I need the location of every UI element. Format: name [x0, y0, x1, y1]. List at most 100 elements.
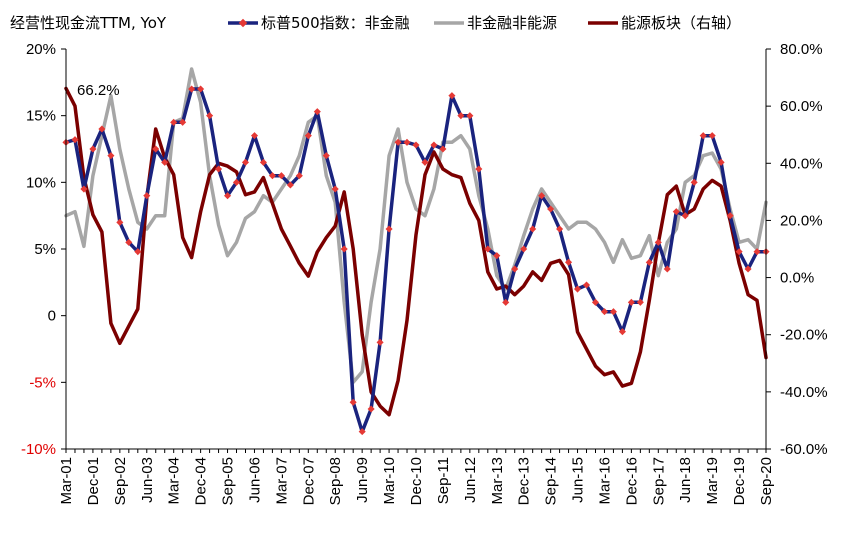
x-tick-label: Mar-07 [273, 457, 290, 505]
left-tick-label: -10% [21, 441, 56, 458]
left-tick-label: 15% [26, 108, 56, 125]
legend-label-nonfinancial-nonenergy: 非金融非能源 [467, 14, 557, 32]
right-tick-label: 60.0% [780, 98, 823, 115]
x-tick-label: Dec-13 [516, 457, 533, 505]
x-tick-label: Mar-13 [489, 457, 506, 505]
x-tick-label: Dec-07 [300, 457, 317, 505]
series-nonfinancial-point [143, 192, 151, 200]
series-nonfinancial-point [224, 192, 232, 200]
series-nonfinancial-point [466, 112, 474, 120]
x-tick-label: Sep-20 [758, 457, 775, 505]
series-nonfinancial-point [134, 248, 142, 256]
series-nonfinancial-point [744, 265, 752, 273]
x-tick-label: Jun-06 [246, 457, 263, 503]
series-nonfinancial-point [331, 185, 339, 193]
left-tick-label: 20% [26, 41, 56, 58]
left-tick-label: 0 [48, 308, 56, 325]
series-nonfinancial-point [421, 158, 429, 166]
legend-label-energy: 能源板块（右轴） [621, 14, 741, 32]
x-tick-label: Sep-11 [435, 457, 452, 504]
right-tick-label: 0.0% [780, 270, 814, 287]
right-tick-label: 40.0% [780, 155, 823, 172]
series-nonfinancial-point [663, 265, 671, 273]
x-tick-label: Mar-19 [704, 457, 721, 505]
series-nonfinancial-point [538, 192, 546, 200]
right-tick-label: -60.0% [780, 441, 828, 458]
x-tick-label: Dec-04 [193, 457, 210, 505]
series-nonfinancial-point [717, 158, 725, 166]
series-layer [62, 67, 770, 436]
series-nonfinancial-point [735, 248, 743, 256]
axes: -10% -5% 0 5% 10% 15% 20% -60.0% -40.0% -20.0% 0.0… [21, 41, 828, 505]
right-tick-label: -40.0% [780, 384, 828, 401]
x-tick-label: Jun-15 [570, 457, 587, 503]
series-nonfinancial-point [502, 298, 510, 306]
x-tick-label: Jun-12 [462, 457, 479, 503]
legend-label-nonfinancial: 标普500指数：非金融 [261, 14, 410, 32]
left-tick-label: 5% [34, 241, 56, 258]
left-tick-label: -5% [29, 374, 56, 391]
series-nonfinancial-point [107, 152, 115, 160]
series-nonfinancial-point [493, 252, 501, 260]
series-nonfinancial-point [188, 85, 196, 93]
series-nonfinancial-point [618, 328, 626, 336]
series-nonfinancial-point [573, 285, 582, 293]
right-tick-label: 20.0% [780, 212, 823, 229]
series-nonfinancial-point [116, 218, 124, 226]
series-nonfinancial-point [457, 112, 465, 120]
series-nonfinancial-point [654, 238, 662, 246]
series-nonfinancial-point [699, 132, 707, 140]
series-nonfinancial-point [304, 132, 312, 140]
series-nonfinancial-point [520, 245, 528, 253]
x-tick-label: Sep-02 [112, 457, 129, 505]
series-nonfinancial-point [636, 298, 644, 306]
legend: 标普500指数：非金融 非金融非能源 能源板块（右轴） [228, 14, 741, 32]
peak-annotation: 66.2% [77, 82, 120, 99]
series-nonfinancial-point [412, 141, 420, 149]
x-tick-label: Sep-08 [327, 457, 344, 505]
series-nonfinancial-point [645, 258, 653, 266]
series-nonfinancial-point [358, 428, 366, 436]
x-tick-label: Dec-16 [623, 457, 640, 505]
series-nonfinancial-point [475, 165, 483, 173]
series-nonfinancial-point [241, 158, 250, 166]
right-tick-label: -20.0% [780, 327, 828, 344]
x-tick-label: Jun-03 [139, 457, 156, 503]
series-nonfinancial-point [484, 245, 492, 253]
x-tick-label: Mar-10 [381, 457, 398, 505]
series-energy-line [64, 86, 768, 417]
series-nonfinancial-point [600, 308, 609, 316]
series-nonfinancial-point [430, 141, 438, 149]
series-nonfinancial-point [690, 178, 698, 186]
series-nonfinancial-point [529, 225, 537, 233]
series-nonfinancial-point [582, 281, 591, 289]
x-tick-label: Mar-01 [58, 457, 75, 505]
series-nonfinancial-point [565, 258, 573, 266]
series-nonfinancial-point [376, 338, 384, 346]
x-tick-label: Sep-17 [650, 457, 667, 505]
series-nonfinancial-point [349, 398, 357, 406]
series-nonfinancial-point [197, 85, 205, 93]
x-tick-label: Sep-14 [543, 457, 560, 505]
series-nonfinancial-point [726, 212, 734, 220]
series-nonfinancial-point [448, 92, 456, 100]
series-nonfinancial-point [277, 172, 285, 180]
series-nonfinancial-point [295, 172, 303, 180]
x-tick-label: Sep-05 [220, 457, 237, 505]
x-tick-label: Dec-01 [85, 457, 102, 505]
series-nonfinancial-point [403, 138, 411, 146]
right-tick-label: 80.0% [780, 41, 823, 58]
series-nonfinancial-point [340, 245, 348, 253]
series-nonfinancial-point [98, 125, 106, 133]
left-tick-label: 10% [26, 174, 56, 191]
series-nonfinancial-point [179, 118, 187, 126]
series-nonfinancial-point [170, 118, 178, 126]
chart-title: 经营性现金流TTM, YoY [10, 14, 167, 32]
series-nonfinancial-point [547, 205, 555, 213]
series-nonfinancial-point [511, 265, 519, 273]
series-nonfinancial-point [556, 225, 564, 233]
series-nonfinancial-point [591, 298, 600, 306]
series-nonfinancial-point [161, 158, 169, 166]
x-tick-label: Jun-18 [677, 457, 694, 503]
